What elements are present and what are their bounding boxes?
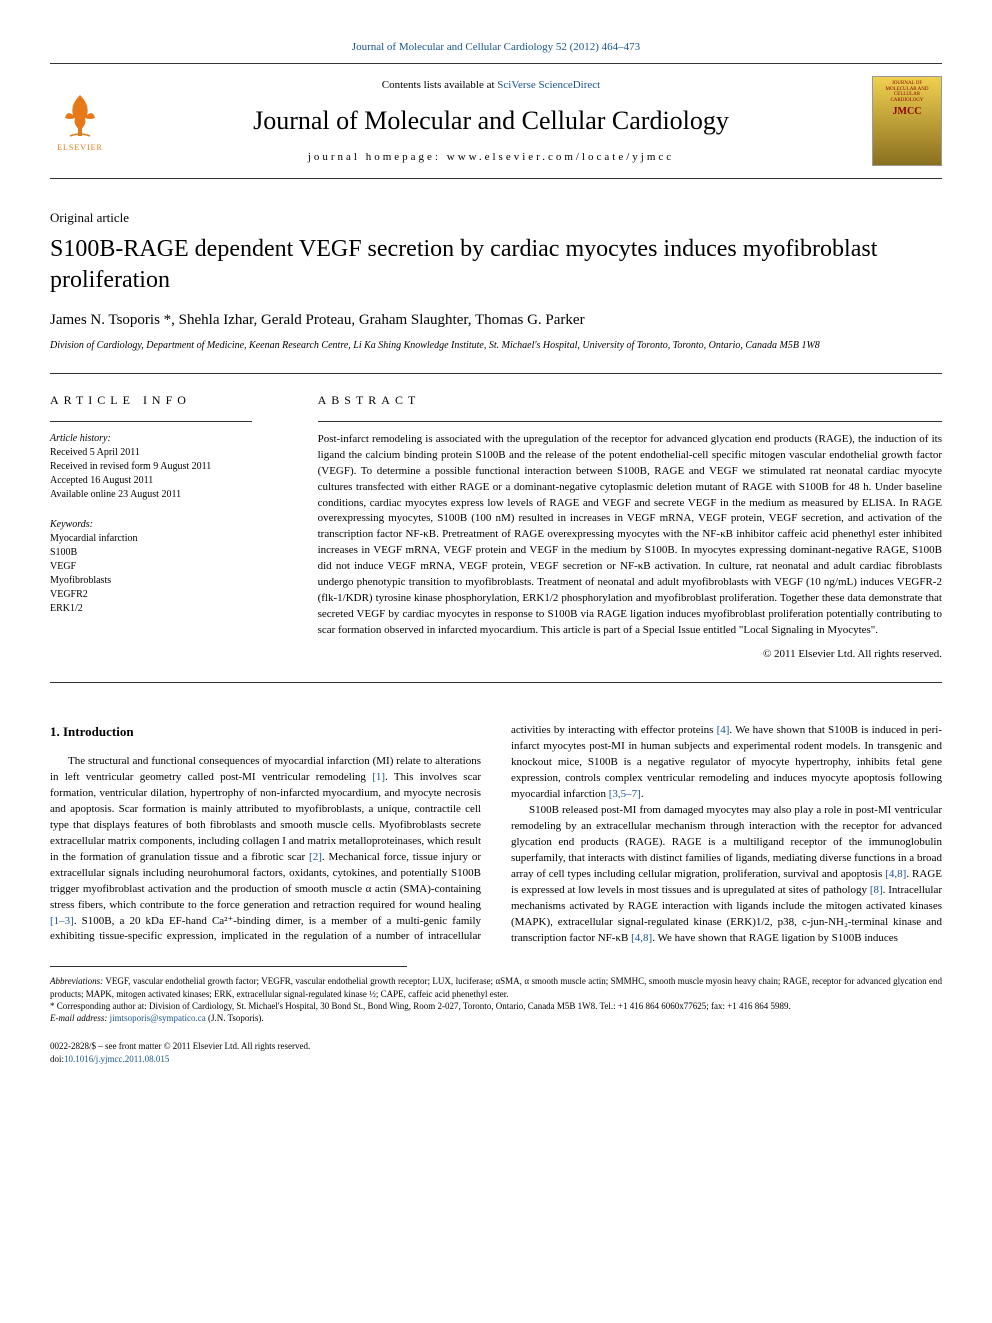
- abstract-column: ABSTRACT Post-infarct remodeling is asso…: [318, 374, 942, 662]
- contents-available: Contents lists available at SciVerse Sci…: [110, 78, 872, 93]
- abstract-heading: ABSTRACT: [318, 392, 942, 409]
- ref-link[interactable]: [2]: [309, 851, 322, 863]
- sciencedirect-link[interactable]: SciVerse ScienceDirect: [497, 79, 600, 91]
- history-accepted: Accepted 16 August 2011: [50, 474, 288, 488]
- elsevier-logo: ELSEVIER: [50, 90, 110, 153]
- article-info-heading: ARTICLE INFO: [50, 392, 288, 409]
- article-info-column: ARTICLE INFO Article history: Received 5…: [50, 374, 318, 662]
- corresponding-author-footnote: * Corresponding author at: Division of C…: [50, 1000, 942, 1012]
- keyword: VEGFR2: [50, 588, 288, 602]
- ref-link[interactable]: [1]: [372, 771, 385, 783]
- email-label: E-mail address:: [50, 1013, 110, 1023]
- homepage-prefix: journal homepage:: [308, 151, 447, 163]
- ref-link[interactable]: [1–3]: [50, 915, 74, 927]
- article-type: Original article: [50, 209, 942, 227]
- divider: [50, 682, 942, 683]
- history-revised: Received in revised form 9 August 2011: [50, 460, 288, 474]
- email-footnote: E-mail address: jimtsoporis@sympatico.ca…: [50, 1012, 942, 1024]
- ref-link[interactable]: [4]: [717, 724, 730, 736]
- history-label: Article history:: [50, 432, 288, 446]
- abstract-divider: [318, 421, 942, 422]
- body-columns: 1. Introduction The structural and funct…: [50, 723, 942, 946]
- abbreviations-footnote: Abbreviations: VEGF, vascular endothelia…: [50, 975, 942, 999]
- contents-prefix: Contents lists available at: [382, 79, 497, 91]
- keyword: VEGF: [50, 560, 288, 574]
- body-section: 1. Introduction The structural and funct…: [50, 723, 942, 1065]
- abbrev-label: Abbreviations:: [50, 976, 103, 986]
- keyword: Myocardial infarction: [50, 532, 288, 546]
- email-link[interactable]: jimtsoporis@sympatico.ca: [110, 1013, 206, 1023]
- body-text: . We have shown that RAGE ligation by S1…: [652, 932, 898, 944]
- cover-title: JOURNAL OF MOLECULAR AND CELLULAR CARDIO…: [877, 81, 937, 103]
- ref-link[interactable]: [3,5–7]: [609, 788, 641, 800]
- header-center: Contents lists available at SciVerse Sci…: [110, 78, 872, 165]
- affiliation: Division of Cardiology, Department of Me…: [50, 339, 942, 353]
- journal-header: ELSEVIER Contents lists available at Sci…: [50, 63, 942, 179]
- elsevier-name: ELSEVIER: [57, 142, 103, 153]
- top-citation-link[interactable]: Journal of Molecular and Cellular Cardio…: [352, 41, 640, 53]
- body-text: S100B released post-MI from damaged myoc…: [511, 804, 942, 880]
- body-text: .: [641, 788, 644, 800]
- top-citation: Journal of Molecular and Cellular Cardio…: [50, 40, 942, 55]
- body-text: . This involves scar formation, ventricu…: [50, 771, 481, 863]
- keyword: S100B: [50, 546, 288, 560]
- intro-paragraph-2: S100B released post-MI from damaged myoc…: [511, 803, 942, 946]
- intro-heading: 1. Introduction: [50, 723, 481, 742]
- elsevier-tree-icon: [55, 90, 105, 140]
- authors-line: James N. Tsoporis *, Shehla Izhar, Geral…: [50, 310, 942, 331]
- info-abstract-row: ARTICLE INFO Article history: Received 5…: [50, 374, 942, 662]
- issn-line: 0022-2828/$ – see front matter © 2011 El…: [50, 1040, 942, 1053]
- abstract-text: Post-infarct remodeling is associated wi…: [318, 432, 942, 639]
- doi-link[interactable]: 10.1016/j.yjmcc.2011.08.015: [64, 1054, 169, 1064]
- history-online: Available online 23 August 2011: [50, 488, 288, 502]
- bottom-metadata: 0022-2828/$ – see front matter © 2011 El…: [50, 1040, 942, 1065]
- homepage-url[interactable]: www.elsevier.com/locate/yjmcc: [447, 151, 674, 163]
- ref-link[interactable]: [4,8]: [885, 868, 906, 880]
- doi-line: doi:10.1016/j.yjmcc.2011.08.015: [50, 1053, 942, 1066]
- ref-link[interactable]: [4,8]: [631, 932, 652, 944]
- author-names: James N. Tsoporis *, Shehla Izhar, Geral…: [50, 312, 585, 328]
- keywords-label: Keywords:: [50, 518, 288, 532]
- abbrev-text: VEGF, vascular endothelial growth factor…: [50, 976, 942, 998]
- keyword: Myofibroblasts: [50, 574, 288, 588]
- journal-title: Journal of Molecular and Cellular Cardio…: [110, 103, 872, 139]
- doi-prefix: doi:: [50, 1054, 64, 1064]
- abstract-copyright: © 2011 Elsevier Ltd. All rights reserved…: [318, 647, 942, 662]
- ref-link[interactable]: [8]: [870, 884, 883, 896]
- history-received: Received 5 April 2011: [50, 446, 288, 460]
- article-title: S100B-RAGE dependent VEGF secretion by c…: [50, 234, 942, 296]
- journal-cover-thumbnail: JOURNAL OF MOLECULAR AND CELLULAR CARDIO…: [872, 76, 942, 166]
- journal-homepage: journal homepage: www.elsevier.com/locat…: [110, 150, 872, 165]
- info-divider: [50, 421, 252, 422]
- cover-acronym: JMCC: [893, 105, 922, 119]
- email-suffix: (J.N. Tsoporis).: [206, 1013, 264, 1023]
- keyword: ERK1/2: [50, 602, 288, 616]
- footnote-divider: [50, 966, 407, 967]
